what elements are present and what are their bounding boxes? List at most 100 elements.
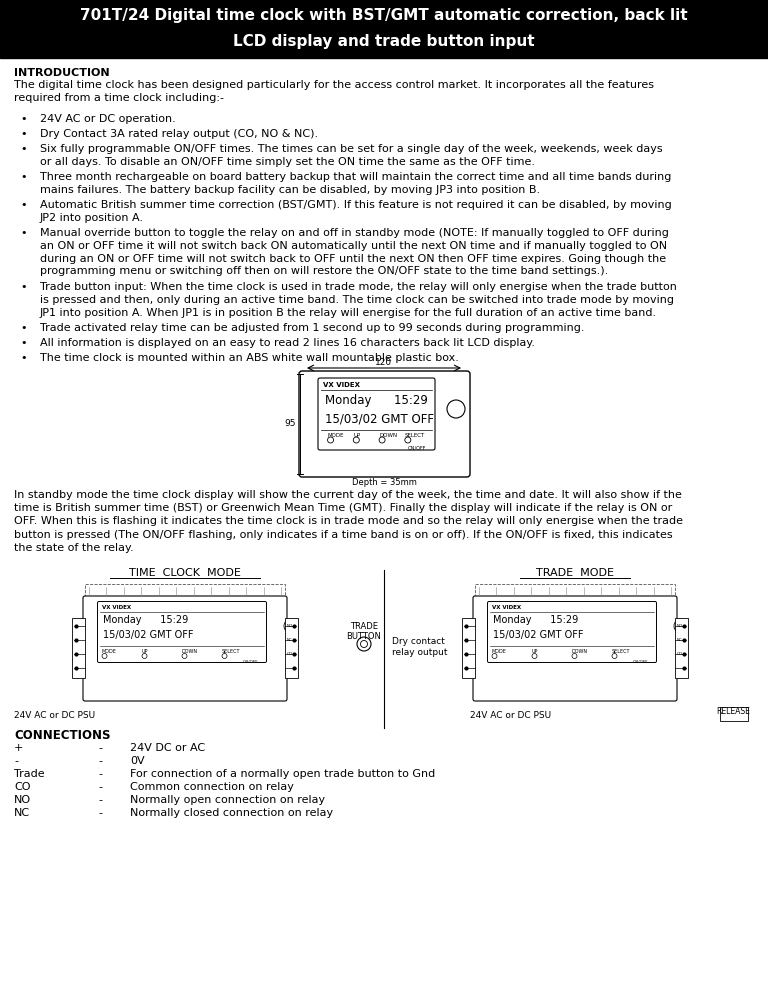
Bar (475, 584, 675, 598)
Text: •: • (20, 353, 27, 363)
Text: Normally open connection on relay: Normally open connection on relay (130, 795, 325, 805)
Text: 24V DC or AC: 24V DC or AC (130, 743, 205, 753)
Text: 15/03/02 GMT OFF: 15/03/02 GMT OFF (325, 412, 434, 425)
Text: •: • (20, 144, 27, 154)
Text: UP: UP (532, 649, 538, 654)
Text: -: - (98, 808, 102, 818)
Text: TRADE
BUTTON: TRADE BUTTON (346, 622, 382, 641)
Text: ON/OFF: ON/OFF (408, 445, 426, 450)
FancyBboxPatch shape (98, 601, 266, 662)
Text: -: - (14, 756, 18, 766)
Bar (72, 618, 85, 678)
Text: •: • (20, 338, 27, 348)
Text: Trade button input: When the time clock is used in trade mode, the relay will on: Trade button input: When the time clock … (40, 282, 677, 318)
FancyBboxPatch shape (488, 601, 657, 662)
Text: 15/03/02 GMT OFF: 15/03/02 GMT OFF (103, 630, 194, 640)
Text: Monday      15:29: Monday 15:29 (493, 615, 578, 625)
Text: UP: UP (353, 433, 360, 438)
Circle shape (360, 640, 368, 647)
Text: •: • (20, 200, 27, 210)
Text: NC: NC (677, 638, 683, 642)
Circle shape (612, 653, 617, 658)
Text: NO: NO (677, 624, 684, 628)
Text: The digital time clock has been designed particularly for the access control mar: The digital time clock has been designed… (14, 80, 654, 103)
Text: VX VIDEX: VX VIDEX (323, 382, 360, 388)
Text: •: • (20, 228, 27, 238)
Text: 24V AC or DC PSU: 24V AC or DC PSU (14, 711, 95, 720)
Circle shape (284, 619, 298, 633)
Text: ON/OFF: ON/OFF (633, 660, 649, 664)
Text: Dry Contact 3A rated relay output (CO, NO & NC).: Dry Contact 3A rated relay output (CO, N… (40, 129, 318, 139)
Text: 701T/24 Digital time clock with BST/GMT automatic correction, back lit: 701T/24 Digital time clock with BST/GMT … (80, 8, 688, 23)
Text: CO: CO (287, 652, 293, 656)
Text: •: • (20, 282, 27, 292)
Text: UP: UP (142, 649, 148, 654)
Text: TRADE  MODE: TRADE MODE (536, 568, 614, 578)
Text: 95: 95 (284, 419, 296, 428)
Text: DOWN: DOWN (182, 649, 198, 654)
Text: Monday      15:29: Monday 15:29 (103, 615, 188, 625)
Text: SELECT: SELECT (222, 649, 240, 654)
Text: In standby mode the time clock display will show the current day of the week, th: In standby mode the time clock display w… (14, 490, 683, 553)
Circle shape (572, 653, 577, 658)
Text: -: - (98, 782, 102, 792)
Bar (285, 618, 298, 678)
Circle shape (353, 437, 359, 443)
Circle shape (102, 653, 107, 658)
Text: TIME  CLOCK  MODE: TIME CLOCK MODE (129, 568, 241, 578)
Text: MODE: MODE (102, 649, 117, 654)
FancyBboxPatch shape (299, 371, 470, 477)
Text: Monday      15:29: Monday 15:29 (325, 394, 428, 407)
Text: Six fully programmable ON/OFF times. The times can be set for a single day of th: Six fully programmable ON/OFF times. The… (40, 144, 663, 167)
Circle shape (222, 653, 227, 658)
Text: VX VIDEX: VX VIDEX (492, 605, 521, 610)
Text: MODE: MODE (492, 649, 507, 654)
Text: NC: NC (287, 638, 293, 642)
Text: Depth = 35mm: Depth = 35mm (352, 478, 416, 487)
Circle shape (492, 653, 497, 658)
Text: Trade activated relay time can be adjusted from 1 second up to 99 seconds during: Trade activated relay time can be adjust… (40, 323, 584, 333)
Text: DOWN: DOWN (572, 649, 588, 654)
Text: The time clock is mounted within an ABS white wall mountable plastic box.: The time clock is mounted within an ABS … (40, 353, 458, 363)
Circle shape (357, 637, 371, 651)
Text: CO: CO (14, 782, 31, 792)
Text: CO: CO (677, 652, 683, 656)
Bar (0, 0, 768, 58)
Text: 120: 120 (376, 358, 392, 367)
Circle shape (447, 400, 465, 418)
Circle shape (142, 653, 147, 658)
Text: MODE: MODE (328, 433, 344, 438)
Text: All information is displayed on an easy to read 2 lines 16 characters back lit L: All information is displayed on an easy … (40, 338, 535, 348)
Text: DOWN: DOWN (379, 433, 397, 438)
Bar (462, 618, 475, 678)
Text: •: • (20, 114, 27, 124)
Text: LCD display and trade button input: LCD display and trade button input (233, 34, 535, 49)
Text: 24V AC or DC PSU: 24V AC or DC PSU (470, 711, 551, 720)
Circle shape (379, 437, 385, 443)
Text: •: • (20, 172, 27, 182)
Text: •: • (20, 323, 27, 333)
Text: VX VIDEX: VX VIDEX (102, 605, 131, 610)
Text: 24V AC or DC operation.: 24V AC or DC operation. (40, 114, 176, 124)
Circle shape (182, 653, 187, 658)
Text: For connection of a normally open trade button to Gnd: For connection of a normally open trade … (130, 769, 435, 779)
Text: -: - (98, 743, 102, 753)
Text: Common connection on relay: Common connection on relay (130, 782, 294, 792)
Text: ON/OFF: ON/OFF (243, 660, 259, 664)
Bar (720, 707, 748, 721)
Circle shape (328, 437, 333, 443)
Text: NO: NO (14, 795, 31, 805)
Text: Trade: Trade (14, 769, 45, 779)
Circle shape (532, 653, 537, 658)
Circle shape (405, 437, 411, 443)
Text: 15/03/02 GMT OFF: 15/03/02 GMT OFF (493, 630, 584, 640)
Circle shape (674, 619, 688, 633)
Text: INTRODUCTION: INTRODUCTION (14, 68, 110, 78)
Bar (675, 618, 688, 678)
Text: CONNECTIONS: CONNECTIONS (14, 729, 111, 742)
Text: SELECT: SELECT (612, 649, 631, 654)
Text: Dry contact
relay output: Dry contact relay output (392, 637, 448, 657)
Text: NC: NC (14, 808, 30, 818)
Text: +: + (14, 743, 23, 753)
Text: •: • (20, 129, 27, 139)
